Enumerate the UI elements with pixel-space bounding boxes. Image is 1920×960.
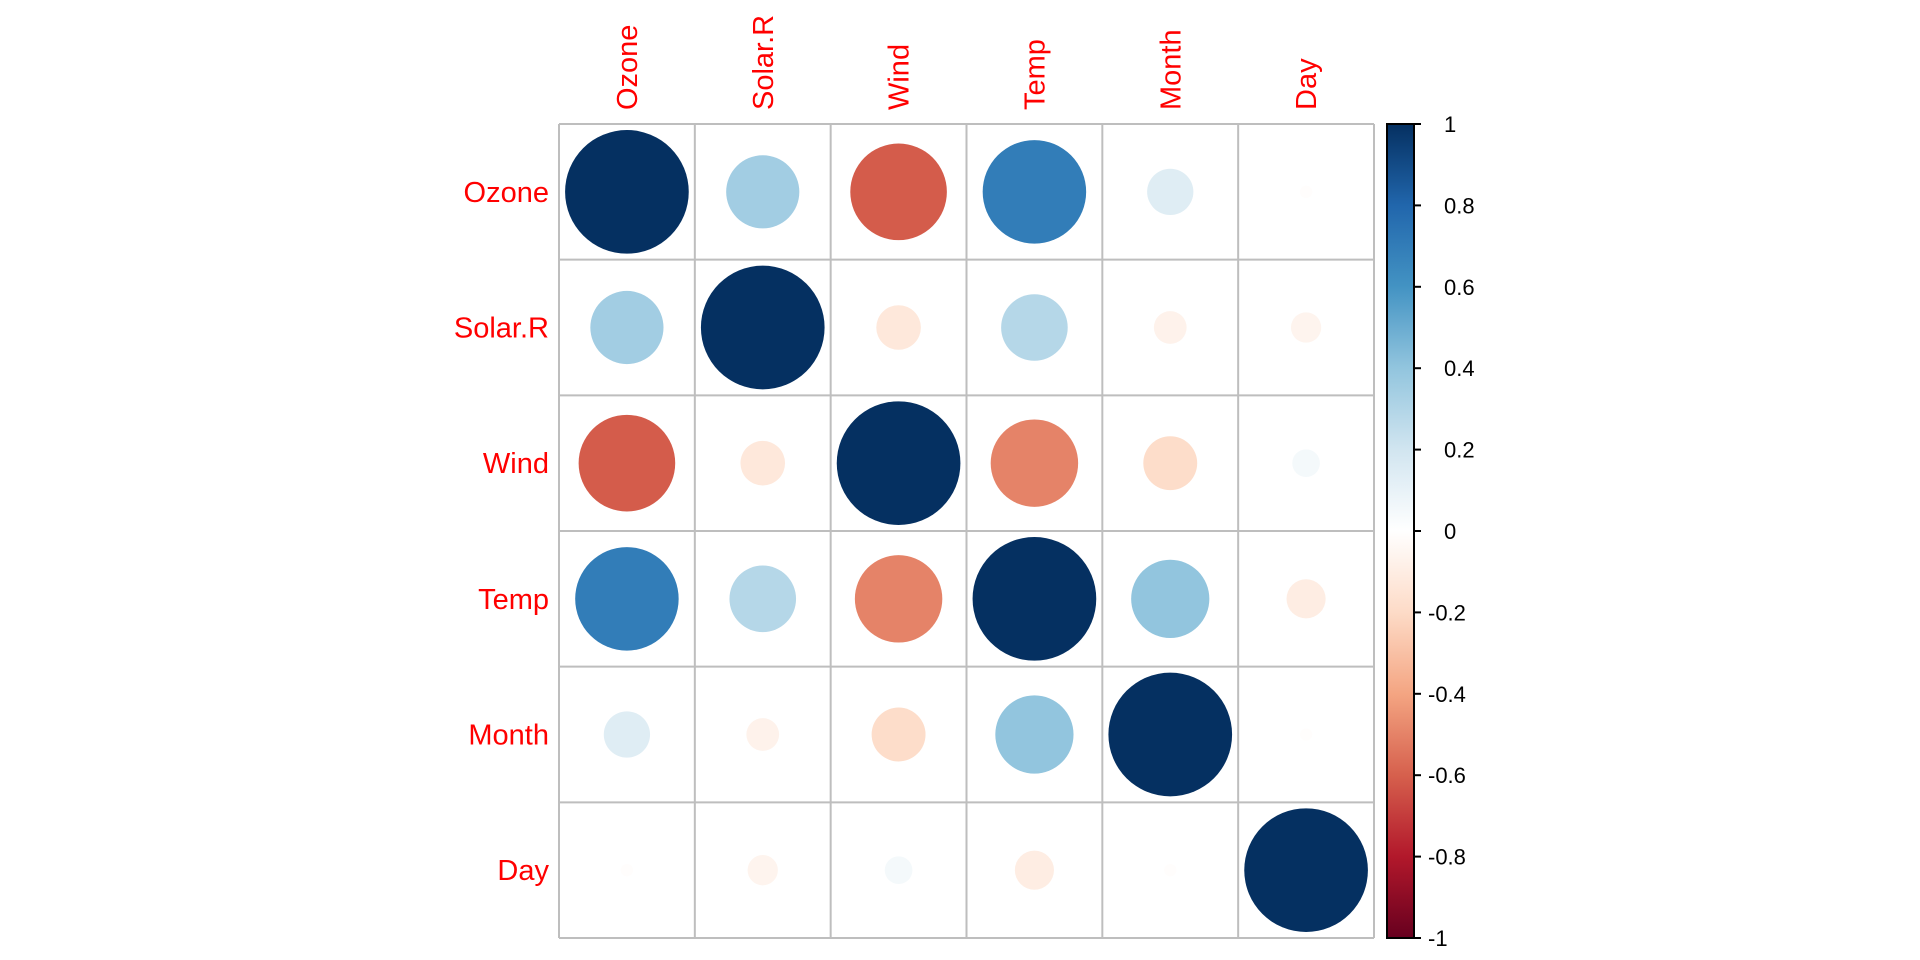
corr-circle-temp-day	[1286, 579, 1326, 619]
corr-circle-month-day	[1299, 728, 1313, 741]
corr-circle-solarr-day	[1290, 312, 1322, 343]
row-label: Solar.R	[454, 313, 549, 345]
corr-circle-temp-temp	[972, 537, 1097, 661]
column-label: Ozone	[612, 25, 644, 110]
corr-circle-ozone-ozone	[565, 130, 689, 254]
corr-circle-wind-ozone	[578, 414, 676, 512]
corr-circle-solarr-ozone	[590, 290, 664, 365]
column-label: Temp	[1019, 39, 1051, 110]
corr-circle-month-wind	[871, 707, 926, 762]
corr-circle-solarr-solarr	[700, 265, 825, 390]
corr-circle-ozone-wind	[850, 143, 947, 241]
corr-circle-wind-wind	[836, 401, 961, 525]
colorbar-tick-label: 0	[1444, 519, 1456, 544]
row-label: Month	[468, 720, 549, 752]
colorbar: 1 0.8 0.6 0.4 0.2 0 -0.2 -0.4 -0.6 -0.8 -1	[1386, 112, 1475, 951]
row-label: Wind	[483, 448, 549, 480]
corr-circle-wind-month	[1143, 436, 1198, 491]
row-labels: Ozone Solar.R Wind Temp Month Day	[454, 177, 550, 887]
row-label: Day	[497, 855, 549, 887]
colorbar-gradient	[1386, 123, 1415, 939]
grid-lines	[558, 123, 1375, 939]
colorbar-tick-label: -0.8	[1428, 845, 1466, 870]
colorbar-tick-label: -0.2	[1428, 600, 1466, 625]
colorbar-tick-label: -0.6	[1428, 763, 1466, 788]
corr-circle-temp-month	[1131, 559, 1210, 638]
corr-circle-temp-solarr	[729, 565, 797, 633]
column-label: Solar.R	[748, 15, 780, 110]
column-labels: Ozone Solar.R Wind Temp Month Day	[612, 15, 1323, 110]
corr-circle-solarr-month	[1153, 311, 1187, 344]
corr-circle-ozone-month	[1147, 168, 1194, 215]
corr-circle-ozone-day	[1299, 185, 1313, 199]
row-label: Temp	[478, 584, 549, 616]
corr-circle-day-solarr	[747, 855, 778, 886]
colorbar-tick-label: -0.4	[1428, 682, 1466, 707]
corr-circle-ozone-solarr	[726, 155, 800, 229]
corr-circle-wind-day	[1292, 449, 1320, 477]
colorbar-tick-label: 1	[1444, 112, 1456, 137]
corr-circle-day-temp	[1014, 850, 1054, 890]
corr-circle-day-month	[1164, 863, 1177, 877]
corr-circle-ozone-temp	[982, 140, 1087, 244]
column-label: Day	[1291, 58, 1323, 110]
corr-circle-day-day	[1244, 808, 1368, 933]
colorbar-tick-label: 0.2	[1444, 438, 1475, 463]
corr-circle-month-ozone	[603, 711, 651, 758]
corr-circle-month-temp	[995, 695, 1074, 774]
row-label: Ozone	[464, 177, 549, 209]
colorbar-tick-label: -1	[1428, 926, 1448, 951]
corr-circle-temp-ozone	[575, 547, 679, 651]
corr-circle-temp-wind	[854, 555, 943, 643]
corr-circle-day-wind	[884, 856, 913, 884]
column-label: Wind	[884, 44, 916, 110]
corr-circle-solarr-wind	[876, 305, 921, 350]
colorbar-tick-label: 0.8	[1444, 193, 1475, 218]
corr-circle-solarr-temp	[1001, 294, 1068, 361]
correlation-cells	[565, 130, 1368, 933]
corr-circle-wind-solarr	[740, 440, 786, 486]
corr-circle-month-solarr	[746, 718, 780, 751]
corr-circle-day-ozone	[620, 863, 634, 877]
colorbar-tick-label: 0.6	[1444, 275, 1475, 300]
column-label: Month	[1155, 29, 1187, 110]
corr-circle-wind-temp	[990, 419, 1079, 507]
colorbar-tick-label: 0.4	[1444, 356, 1475, 381]
colorbar-ticks: 1 0.8 0.6 0.4 0.2 0 -0.2 -0.4 -0.6 -0.8 -1	[1414, 112, 1475, 951]
corr-circle-month-month	[1108, 672, 1233, 797]
